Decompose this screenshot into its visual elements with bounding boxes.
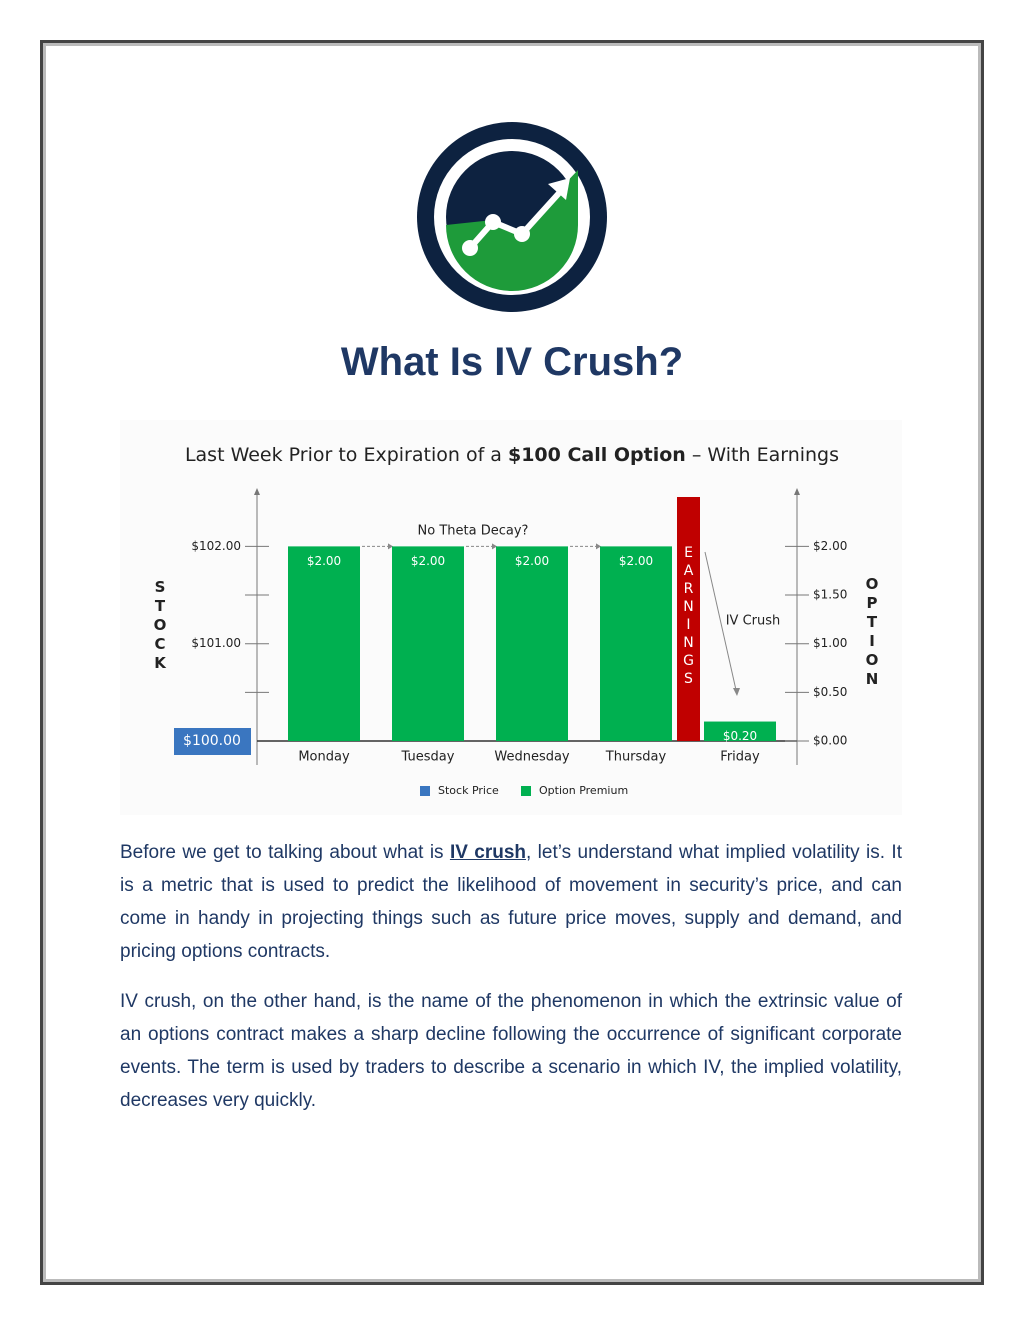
y2-tick-label: $1.50 — [813, 588, 847, 602]
title-part: $100 Call Option — [508, 444, 686, 466]
legend-swatch — [521, 786, 531, 796]
x-tick-label: Friday — [720, 750, 760, 765]
axis-arrow — [254, 488, 260, 495]
y2-axis-label: OPTION — [863, 575, 881, 689]
logo — [417, 122, 607, 312]
bar — [496, 546, 568, 741]
y-tick-label: $102.00 — [191, 539, 241, 553]
theta-arrow-head — [492, 543, 497, 550]
value-label: $0.20 — [723, 729, 757, 743]
page-title: What Is IV Crush? — [340, 340, 684, 384]
value-label: $2.00 — [411, 554, 445, 568]
axis-arrow — [794, 488, 800, 495]
text: , let’s understand what implied volatili… — [120, 842, 902, 962]
stock-price-box — [174, 728, 251, 755]
y-tick-label: $100.00 — [183, 733, 241, 749]
title-part: – With Earnings — [686, 444, 839, 466]
bar — [704, 721, 776, 741]
x-tick-label: Thursday — [605, 750, 667, 765]
paragraph: IV crush, on the other hand, is the name… — [120, 991, 902, 1111]
x-tick-label: Monday — [298, 750, 350, 765]
y-tick-label: $101.00 — [191, 636, 241, 650]
paragraph: Before we get to talking about what is I… — [120, 836, 902, 968]
earnings-bar — [677, 497, 700, 741]
value-label: $2.00 — [515, 554, 549, 568]
annotation: No Theta Decay? — [418, 524, 529, 539]
page-frame — [40, 40, 984, 1285]
x-tick-label: Tuesday — [401, 750, 455, 765]
value-label: $2.00 — [619, 554, 653, 568]
x-tick-label: Wednesday — [494, 750, 570, 765]
title-part: Last Week Prior to Expiration of a — [185, 444, 508, 466]
legend-swatch — [420, 786, 430, 796]
annotation: IV Crush — [726, 614, 781, 629]
bar — [392, 546, 464, 741]
bar — [288, 546, 360, 741]
bar — [600, 546, 672, 741]
y2-tick-label: $2.00 — [813, 539, 847, 553]
theta-arrow-head — [596, 543, 601, 550]
y2-tick-label: $0.00 — [813, 734, 847, 748]
value-label: $2.00 — [307, 554, 341, 568]
text: Before we get to talking about what is — [120, 842, 450, 863]
crush-arrow — [704, 551, 737, 691]
legend-label: Stock Price — [438, 784, 499, 797]
chart-title: Last Week Prior to Expiration of a $100 … — [185, 444, 839, 466]
y2-tick-label: $0.50 — [813, 685, 847, 699]
y2-tick-label: $1.00 — [813, 636, 847, 650]
crush-arrow-head — [733, 688, 740, 696]
theta-arrow-head — [388, 543, 393, 550]
y-axis-label: STOCK — [151, 578, 169, 673]
earnings-label: EARNINGS — [681, 545, 697, 689]
legend-label: Option Premium — [539, 784, 628, 797]
link[interactable]: IV crush — [449, 842, 527, 863]
